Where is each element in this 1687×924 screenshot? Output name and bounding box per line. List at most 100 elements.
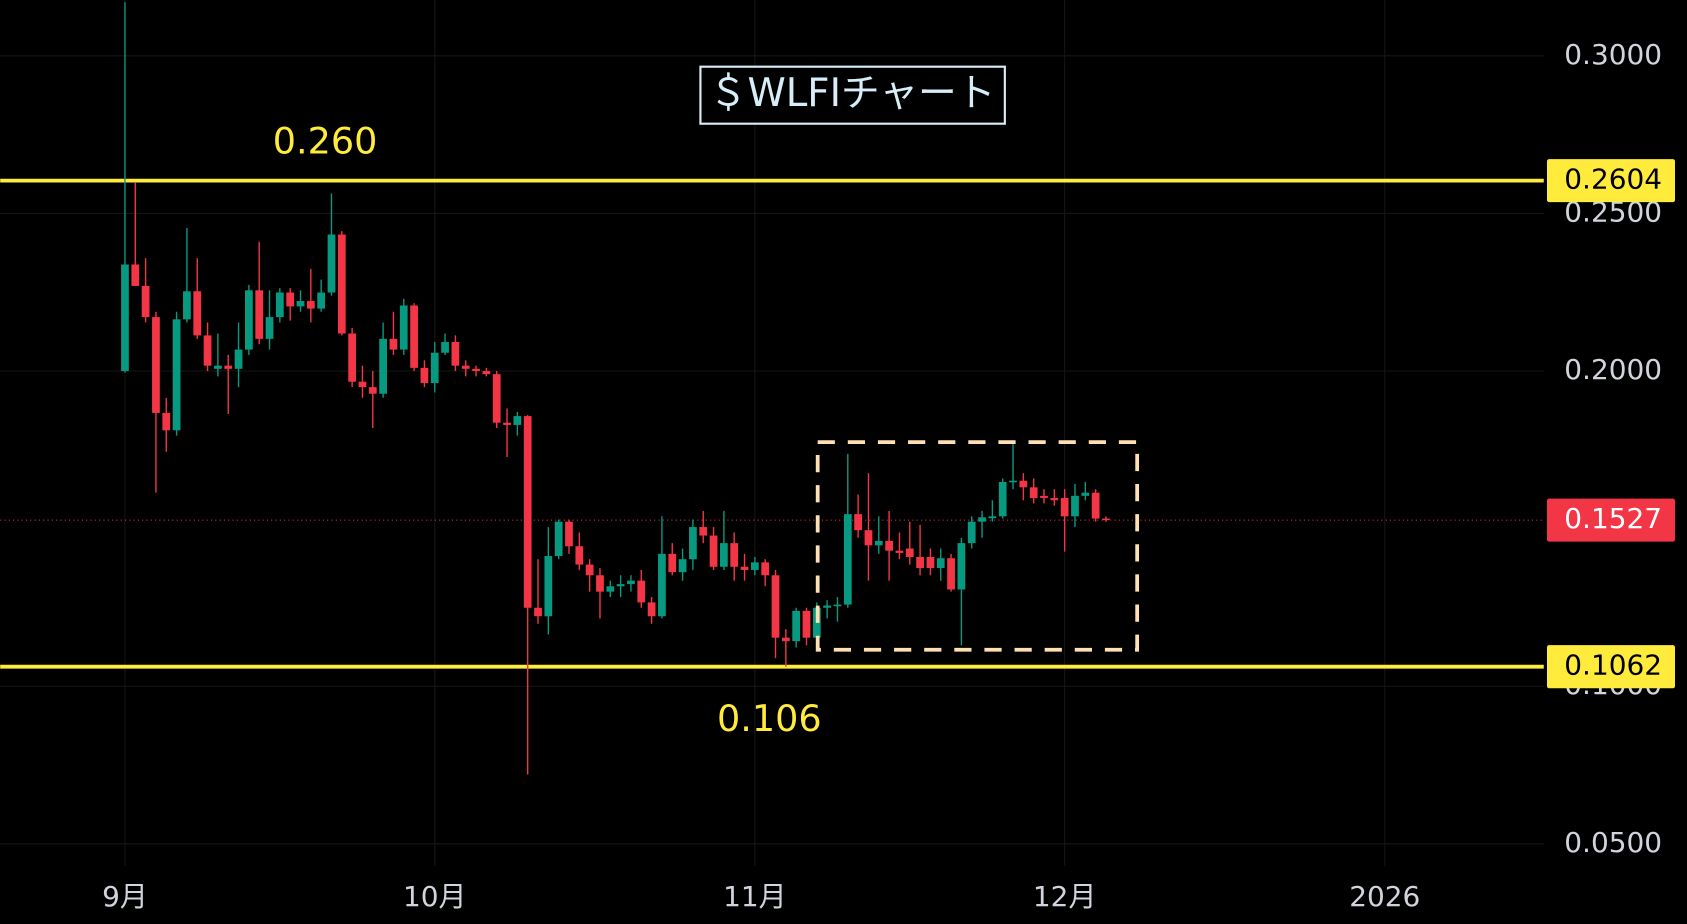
candle-body (833, 604, 842, 607)
candle-body (203, 335, 212, 366)
candle-body (606, 586, 615, 592)
title-box (699, 65, 1006, 125)
candle-body (668, 553, 677, 573)
candle-body (296, 301, 305, 307)
chart-title: ＄WLFIチャート (709, 71, 996, 116)
candle-body (379, 338, 387, 394)
level-badge (1546, 645, 1675, 689)
candle-body (864, 530, 873, 546)
candle-body (709, 535, 718, 567)
candle-body (523, 416, 532, 608)
candle-body (1019, 480, 1028, 488)
candle-body (843, 514, 852, 605)
candle-body (162, 412, 171, 431)
levels (0, 178, 1544, 669)
candle-body (771, 575, 780, 638)
candle-body (472, 368, 480, 372)
candle-body (461, 365, 470, 369)
y-tick-label: 0.0500 (1564, 826, 1662, 859)
annotation: 0.260 (273, 119, 378, 162)
candle-body (1029, 487, 1038, 499)
candle-body (616, 584, 625, 587)
candle-body (492, 374, 501, 423)
candle-body (585, 564, 594, 576)
x-tick-label: 12月 (1033, 880, 1097, 913)
candle-body (172, 319, 181, 431)
candle-body (678, 559, 687, 573)
candle-body (306, 301, 315, 309)
candle-body (121, 264, 129, 372)
last-price-label: 0.1527 (1564, 502, 1662, 535)
candle-body (781, 637, 790, 642)
candle-body (131, 264, 140, 286)
candle-body (348, 333, 357, 382)
candle-body (544, 556, 553, 617)
level-label: 0.2604 (1564, 163, 1662, 196)
candle-body (750, 562, 759, 570)
candle-body (183, 291, 191, 320)
candle-body (152, 317, 160, 413)
candle-body (1009, 480, 1017, 483)
candle-body (720, 543, 728, 567)
candle-body (1091, 492, 1100, 519)
candle-body (244, 290, 253, 350)
candle-body (885, 540, 893, 551)
candle-body (947, 558, 955, 590)
x-tick-label: 2026 (1349, 880, 1420, 913)
candle-body (1040, 495, 1048, 499)
candle-body (554, 521, 563, 557)
candle-body (214, 365, 222, 369)
candle-body (647, 602, 656, 617)
candle-body (503, 422, 511, 425)
x-tick-label: 10月 (403, 880, 467, 913)
candle-body (926, 556, 935, 569)
candle-body (224, 365, 233, 369)
candle-body (193, 291, 202, 336)
x-tick-label: 9月 (102, 880, 148, 913)
candle-body (637, 580, 646, 603)
candle-body (420, 367, 429, 383)
candle-body (565, 521, 573, 547)
candle-body (854, 514, 863, 531)
candle-body (234, 349, 243, 369)
axes: 0.05000.10000.20000.25000.30009月10月11月12… (102, 38, 1675, 913)
candle-body (761, 562, 770, 576)
candle-body (337, 234, 346, 334)
candle-body (575, 546, 584, 565)
candle-body (1081, 492, 1090, 496)
candle-body (967, 521, 976, 544)
candle-body (141, 285, 150, 318)
candle-body (513, 416, 522, 425)
candle-body (936, 558, 945, 569)
candle-body (627, 580, 635, 585)
candle-body (802, 610, 811, 638)
level-badge (1546, 159, 1675, 203)
candle-body (286, 292, 295, 307)
candle-body (399, 305, 408, 350)
candle-body (916, 556, 924, 569)
candle-body (874, 540, 883, 546)
y-tick-label: 0.3000 (1564, 38, 1662, 71)
candle-body (451, 342, 460, 366)
candle-body (689, 527, 697, 560)
candle-body (1060, 498, 1069, 517)
candle-body (658, 553, 666, 617)
candle-body (1050, 498, 1059, 501)
candle-body (358, 381, 367, 388)
x-tick-label: 11月 (723, 880, 787, 913)
candle-body (275, 292, 284, 318)
level-label: 0.1062 (1564, 649, 1662, 682)
candle-body (699, 527, 708, 536)
candle-body (441, 342, 449, 353)
range-box (815, 440, 1140, 652)
candle-body (895, 550, 904, 553)
candle-body (534, 607, 542, 617)
annotation: 0.106 (717, 697, 822, 740)
candle-body (905, 548, 914, 557)
candle-body (596, 575, 604, 592)
candle-body (317, 292, 326, 309)
candle-body (389, 338, 398, 350)
last-price-badge (1546, 498, 1675, 542)
